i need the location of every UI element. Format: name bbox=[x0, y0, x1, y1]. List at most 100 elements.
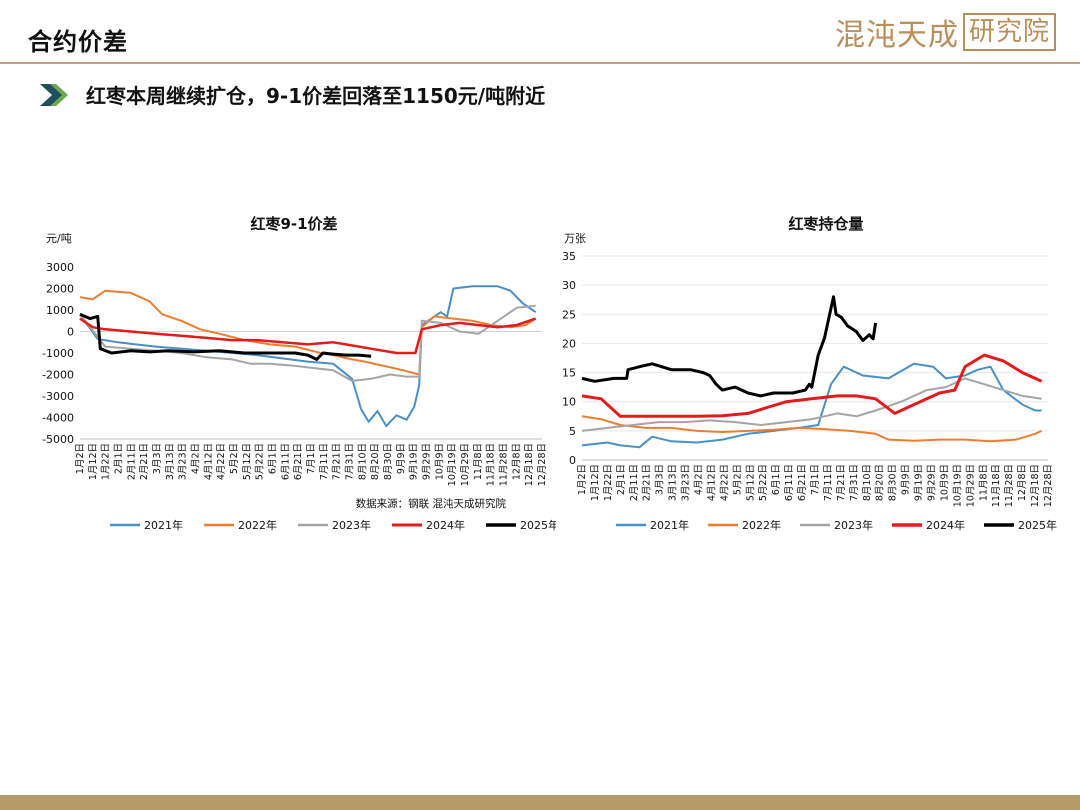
x-tick-label: 7月31日 bbox=[849, 464, 860, 501]
x-tick-label: 8月20日 bbox=[875, 464, 886, 501]
y-tick-label: 2000 bbox=[46, 283, 74, 296]
x-tick-label: 5月22日 bbox=[758, 464, 769, 501]
x-tick-label: 7月21日 bbox=[836, 464, 847, 501]
x-tick-label: 2月11日 bbox=[126, 443, 137, 480]
x-tick-label: 3月3日 bbox=[152, 443, 163, 474]
legend-label: 2024年 bbox=[426, 518, 465, 532]
x-tick-label: 1月2日 bbox=[75, 443, 86, 474]
brand-main: 混沌天成 bbox=[834, 18, 959, 53]
y-tick-label: -3000 bbox=[42, 390, 74, 403]
x-tick-label: 1月12日 bbox=[590, 464, 601, 501]
x-tick-label: 9月19日 bbox=[409, 443, 420, 480]
x-tick-label: 11月8日 bbox=[473, 443, 484, 480]
headline: 红枣本周继续扩仓，9-1价差回落至1150元/吨附近 bbox=[86, 84, 546, 108]
x-tick-label: 5月2日 bbox=[732, 464, 743, 495]
x-tick-label: 4月12日 bbox=[706, 464, 717, 501]
x-tick-label: 3月13日 bbox=[165, 443, 176, 480]
x-tick-label: 12月18日 bbox=[524, 443, 535, 486]
series-line-2025年 bbox=[79, 312, 372, 361]
x-tick-label: 1月12日 bbox=[88, 443, 99, 480]
x-tick-label: 5月22日 bbox=[255, 443, 266, 480]
x-tick-label: 3月3日 bbox=[655, 464, 666, 495]
y-tick-label: 35 bbox=[562, 250, 576, 263]
legend-label: 2023年 bbox=[834, 518, 873, 532]
x-tick-label: 2月1日 bbox=[114, 443, 125, 474]
y-tick-label: 0 bbox=[569, 454, 576, 467]
x-tick-label: 4月12日 bbox=[203, 443, 214, 480]
x-tick-label: 12月28日 bbox=[537, 443, 548, 486]
x-tick-label: 10月9日 bbox=[434, 443, 445, 480]
x-tick-label: 11月28日 bbox=[1004, 464, 1015, 507]
y-axis-unit: 元/吨 bbox=[46, 232, 72, 245]
x-tick-label: 6月11日 bbox=[784, 464, 795, 501]
x-tick-label: 1月22日 bbox=[101, 443, 112, 480]
x-tick-label: 11月8日 bbox=[978, 464, 989, 501]
y-tick-label: 25 bbox=[562, 308, 576, 321]
y-tick-label: -5000 bbox=[42, 433, 74, 446]
data-source: 数据来源：钢联 混沌天成研究院 bbox=[356, 497, 507, 510]
series-line-2024年 bbox=[581, 353, 1043, 418]
x-tick-label: 7月21日 bbox=[332, 443, 343, 480]
x-tick-label: 10月29日 bbox=[460, 443, 471, 486]
x-tick-label: 9月29日 bbox=[422, 443, 433, 480]
x-tick-label: 10月29日 bbox=[965, 464, 976, 507]
legend-label: 2025年 bbox=[1018, 518, 1057, 532]
x-tick-label: 7月1日 bbox=[810, 464, 821, 495]
x-tick-label: 2月21日 bbox=[139, 443, 150, 480]
chart-title: 红枣9-1价差 bbox=[250, 215, 337, 233]
y-tick-label: 0 bbox=[67, 326, 74, 339]
x-tick-label: 11月18日 bbox=[991, 464, 1002, 507]
x-tick-label: 6月11日 bbox=[280, 443, 291, 480]
legend-label: 2023年 bbox=[332, 518, 371, 532]
brand-box: 研究院 bbox=[962, 13, 1056, 51]
x-tick-label: 4月22日 bbox=[216, 443, 227, 480]
x-tick-label: 6月21日 bbox=[293, 443, 304, 480]
x-tick-label: 5月12日 bbox=[242, 443, 253, 480]
x-tick-label: 5月12日 bbox=[745, 464, 756, 501]
series-line-2021年 bbox=[581, 362, 1042, 449]
x-tick-label: 1月22日 bbox=[603, 464, 614, 501]
x-tick-label: 12月8日 bbox=[511, 443, 522, 480]
x-tick-label: 9月29日 bbox=[927, 464, 938, 501]
series-line-2023年 bbox=[581, 377, 1042, 432]
series-line-2024年 bbox=[79, 317, 537, 355]
x-tick-label: 9月19日 bbox=[914, 464, 925, 501]
legend-label: 2021年 bbox=[650, 518, 689, 532]
x-tick-label: 8月30日 bbox=[888, 464, 899, 501]
x-tick-label: 12月18日 bbox=[1030, 464, 1041, 507]
x-tick-label: 3月13日 bbox=[668, 464, 679, 501]
x-tick-label: 4月22日 bbox=[719, 464, 730, 501]
y-tick-label: 15 bbox=[562, 367, 576, 380]
x-tick-label: 7月11日 bbox=[319, 443, 330, 480]
y-axis-unit: 万张 bbox=[564, 232, 586, 245]
series-line-2025年 bbox=[581, 295, 878, 398]
x-tick-label: 12月8日 bbox=[1017, 464, 1028, 501]
x-tick-label: 6月21日 bbox=[797, 464, 808, 501]
chart-title: 红枣持仓量 bbox=[788, 215, 863, 233]
x-tick-label: 2月21日 bbox=[642, 464, 653, 501]
x-tick-label: 5月2日 bbox=[229, 443, 240, 474]
x-tick-label: 8月10日 bbox=[862, 464, 873, 501]
title-rule bbox=[0, 62, 1080, 64]
legend-label: 2022年 bbox=[238, 518, 277, 532]
legend-label: 2025年 bbox=[520, 518, 556, 532]
x-tick-label: 9月9日 bbox=[396, 443, 407, 474]
legend-label: 2021年 bbox=[144, 518, 183, 532]
page-title: 合约价差 bbox=[28, 28, 128, 56]
x-tick-label: 10月19日 bbox=[952, 464, 963, 507]
series-line-2022年 bbox=[581, 415, 1043, 443]
y-tick-label: 10 bbox=[562, 396, 576, 409]
legend-label: 2024年 bbox=[926, 518, 965, 532]
x-tick-label: 7月31日 bbox=[345, 443, 356, 480]
x-tick-label: 12月28日 bbox=[1043, 464, 1054, 507]
x-tick-label: 8月20日 bbox=[370, 443, 381, 480]
x-tick-label: 6月1日 bbox=[268, 443, 279, 474]
brand-logo: 混沌天成 研究院 bbox=[834, 12, 1056, 53]
x-tick-label: 2月11日 bbox=[629, 464, 640, 501]
y-tick-label: -4000 bbox=[42, 412, 74, 425]
series-line-2021年 bbox=[79, 285, 537, 428]
x-tick-label: 10月19日 bbox=[447, 443, 458, 486]
legend-label: 2022年 bbox=[742, 518, 781, 532]
